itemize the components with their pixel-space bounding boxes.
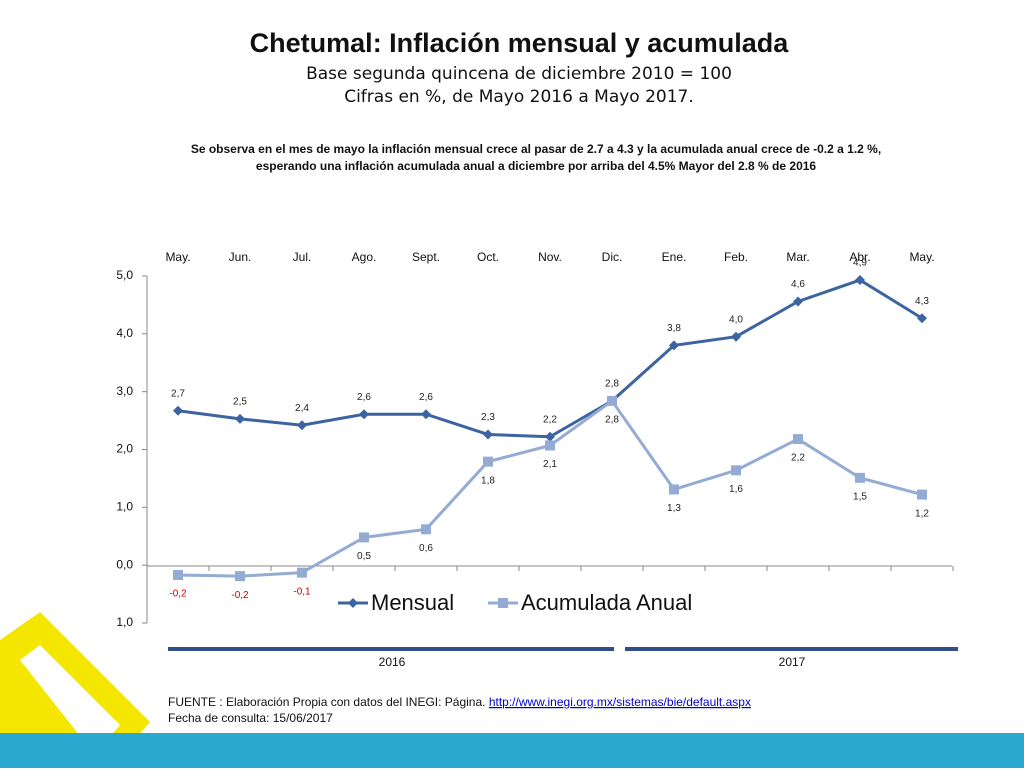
point (173, 569, 183, 580)
y-tick-label: 5,0 (116, 268, 133, 282)
data-label: 4,0 (729, 314, 743, 325)
y-tick-label: 4,0 (116, 326, 133, 340)
decor-band (0, 733, 1024, 768)
point (917, 489, 927, 500)
point (793, 434, 803, 445)
data-label: 1,6 (729, 484, 743, 495)
data-label: 1,2 (915, 508, 929, 519)
year-label: 2017 (779, 655, 806, 669)
point (483, 429, 493, 440)
point (731, 465, 741, 476)
data-label: 2,4 (295, 403, 309, 414)
series-line (177, 398, 923, 578)
data-label: 2,1 (543, 459, 557, 470)
data-label: 4,9 (853, 258, 867, 269)
data-label: 2,8 (605, 379, 619, 390)
point (855, 472, 865, 483)
data-label: 4,6 (791, 279, 805, 290)
point (421, 524, 431, 535)
point (669, 340, 679, 351)
point (235, 571, 245, 582)
data-label: -0,2 (169, 589, 187, 600)
point (855, 275, 865, 286)
x-tick-label: Ago. (352, 250, 377, 264)
data-label: 1,3 (667, 503, 681, 514)
x-tick-label: Mar. (786, 250, 809, 264)
x-tick-label: May. (909, 250, 934, 264)
decor-shape-inner (20, 645, 120, 755)
data-label: -0,2 (231, 590, 249, 601)
point (917, 313, 927, 324)
data-label: 0,5 (357, 551, 371, 562)
y-tick-label: 3,0 (116, 384, 133, 398)
point (235, 413, 245, 424)
x-tick-label: Abr. (849, 250, 870, 264)
point (545, 440, 555, 451)
data-label: 1,8 (481, 475, 495, 486)
y-tick-label: 0,0 (116, 557, 133, 571)
point (669, 484, 679, 495)
data-label: 4,3 (915, 296, 929, 307)
series-line (177, 278, 923, 439)
point (731, 331, 741, 342)
source-prefix: FUENTE : Elaboración Propia con datos de… (168, 695, 489, 709)
annotation: Se observa en el mes de mayo la inflació… (191, 142, 881, 156)
x-tick-label: May. (165, 250, 190, 264)
point (297, 420, 307, 431)
y-tick-label: 2,0 (116, 442, 133, 456)
point (607, 395, 617, 406)
x-tick-label: Sept. (412, 250, 440, 264)
data-label: 2,2 (543, 414, 557, 425)
date: Fecha de consulta: 15/06/2017 (168, 711, 333, 725)
point (483, 456, 493, 467)
y-tick-label: 1,0 (116, 615, 133, 629)
y-tick-label: 1,0 (116, 500, 133, 514)
source-link[interactable]: http://www.inegi.org.mx/sistemas/bie/def… (489, 695, 751, 709)
legend-label: Mensual (371, 590, 454, 615)
point (421, 409, 431, 420)
subtitle: Cifras en %, de Mayo 2016 a Mayo 2017. (344, 87, 694, 107)
legend-marker (348, 598, 358, 608)
x-tick-label: Nov. (538, 250, 562, 264)
x-tick-label: Dic. (602, 250, 623, 264)
point (359, 409, 369, 420)
point (297, 567, 307, 578)
data-label: 2,6 (357, 392, 371, 403)
data-label: 1,5 (853, 491, 867, 502)
chart-title: Chetumal: Inflación mensual y acumulada (250, 28, 790, 58)
point (793, 296, 803, 307)
data-label: -0,1 (293, 586, 311, 597)
data-label: 2,8 (605, 415, 619, 426)
x-tick-label: Jun. (229, 250, 252, 264)
data-label: 2,6 (419, 392, 433, 403)
subtitle: Base segunda quincena de diciembre 2010 … (306, 64, 732, 84)
point (545, 431, 555, 442)
source: FUENTE : Elaboración Propia con datos de… (168, 695, 751, 709)
data-label: 2,3 (481, 412, 495, 423)
x-tick-label: Oct. (477, 250, 499, 264)
data-label: 3,8 (667, 323, 681, 334)
x-tick-label: Feb. (724, 250, 748, 264)
legend-label: Acumulada Anual (521, 590, 692, 615)
data-label: 2,5 (233, 396, 247, 407)
x-tick-label: Ene. (662, 250, 687, 264)
point (359, 532, 369, 543)
legend-marker (498, 598, 508, 608)
data-label: 2,2 (791, 453, 805, 464)
data-label: 0,6 (419, 543, 433, 554)
data-label: 2,7 (171, 388, 185, 399)
x-tick-label: Jul. (293, 250, 312, 264)
annotation: esperando una inflación acumulada anual … (256, 159, 817, 173)
point (173, 405, 183, 416)
year-label: 2016 (379, 655, 406, 669)
